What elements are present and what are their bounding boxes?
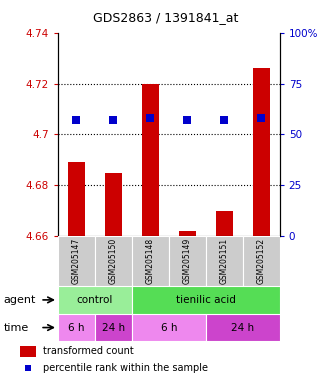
Bar	[58, 314, 95, 341]
Bar	[243, 236, 280, 286]
Bar	[206, 314, 280, 341]
Bar	[132, 286, 280, 314]
Bar	[169, 236, 206, 286]
Bar	[95, 236, 132, 286]
Text: control: control	[77, 295, 113, 305]
Text: 6 h: 6 h	[161, 323, 177, 333]
Text: time: time	[3, 323, 28, 333]
Bar	[206, 236, 243, 286]
Text: agent: agent	[3, 295, 36, 305]
Bar	[68, 162, 85, 236]
Bar	[142, 83, 159, 236]
Bar	[216, 211, 233, 236]
Text: GSM205151: GSM205151	[220, 238, 229, 284]
Text: percentile rank within the sample: percentile rank within the sample	[43, 363, 208, 373]
Text: transformed count: transformed count	[43, 346, 134, 356]
Point	[25, 365, 30, 371]
Point	[185, 117, 190, 123]
Point	[259, 115, 264, 121]
Bar	[105, 172, 122, 236]
Text: GSM205149: GSM205149	[183, 238, 192, 284]
Text: 24 h: 24 h	[231, 323, 254, 333]
Text: 6 h: 6 h	[68, 323, 85, 333]
Point	[148, 115, 153, 121]
Bar	[132, 236, 169, 286]
Bar	[95, 314, 132, 341]
Bar	[179, 231, 196, 236]
Text: 24 h: 24 h	[102, 323, 125, 333]
Point	[74, 117, 79, 123]
Text: GDS2863 / 1391841_at: GDS2863 / 1391841_at	[93, 11, 238, 24]
Bar	[132, 314, 206, 341]
Text: tienilic acid: tienilic acid	[176, 295, 236, 305]
Text: GSM205147: GSM205147	[72, 238, 81, 284]
Bar	[58, 236, 95, 286]
Bar	[58, 286, 132, 314]
Text: GSM205150: GSM205150	[109, 238, 118, 284]
Text: GSM205152: GSM205152	[257, 238, 266, 284]
Bar	[253, 68, 269, 236]
Point	[221, 117, 227, 123]
Text: GSM205148: GSM205148	[146, 238, 155, 284]
Bar	[20, 346, 36, 357]
Point	[111, 117, 116, 123]
